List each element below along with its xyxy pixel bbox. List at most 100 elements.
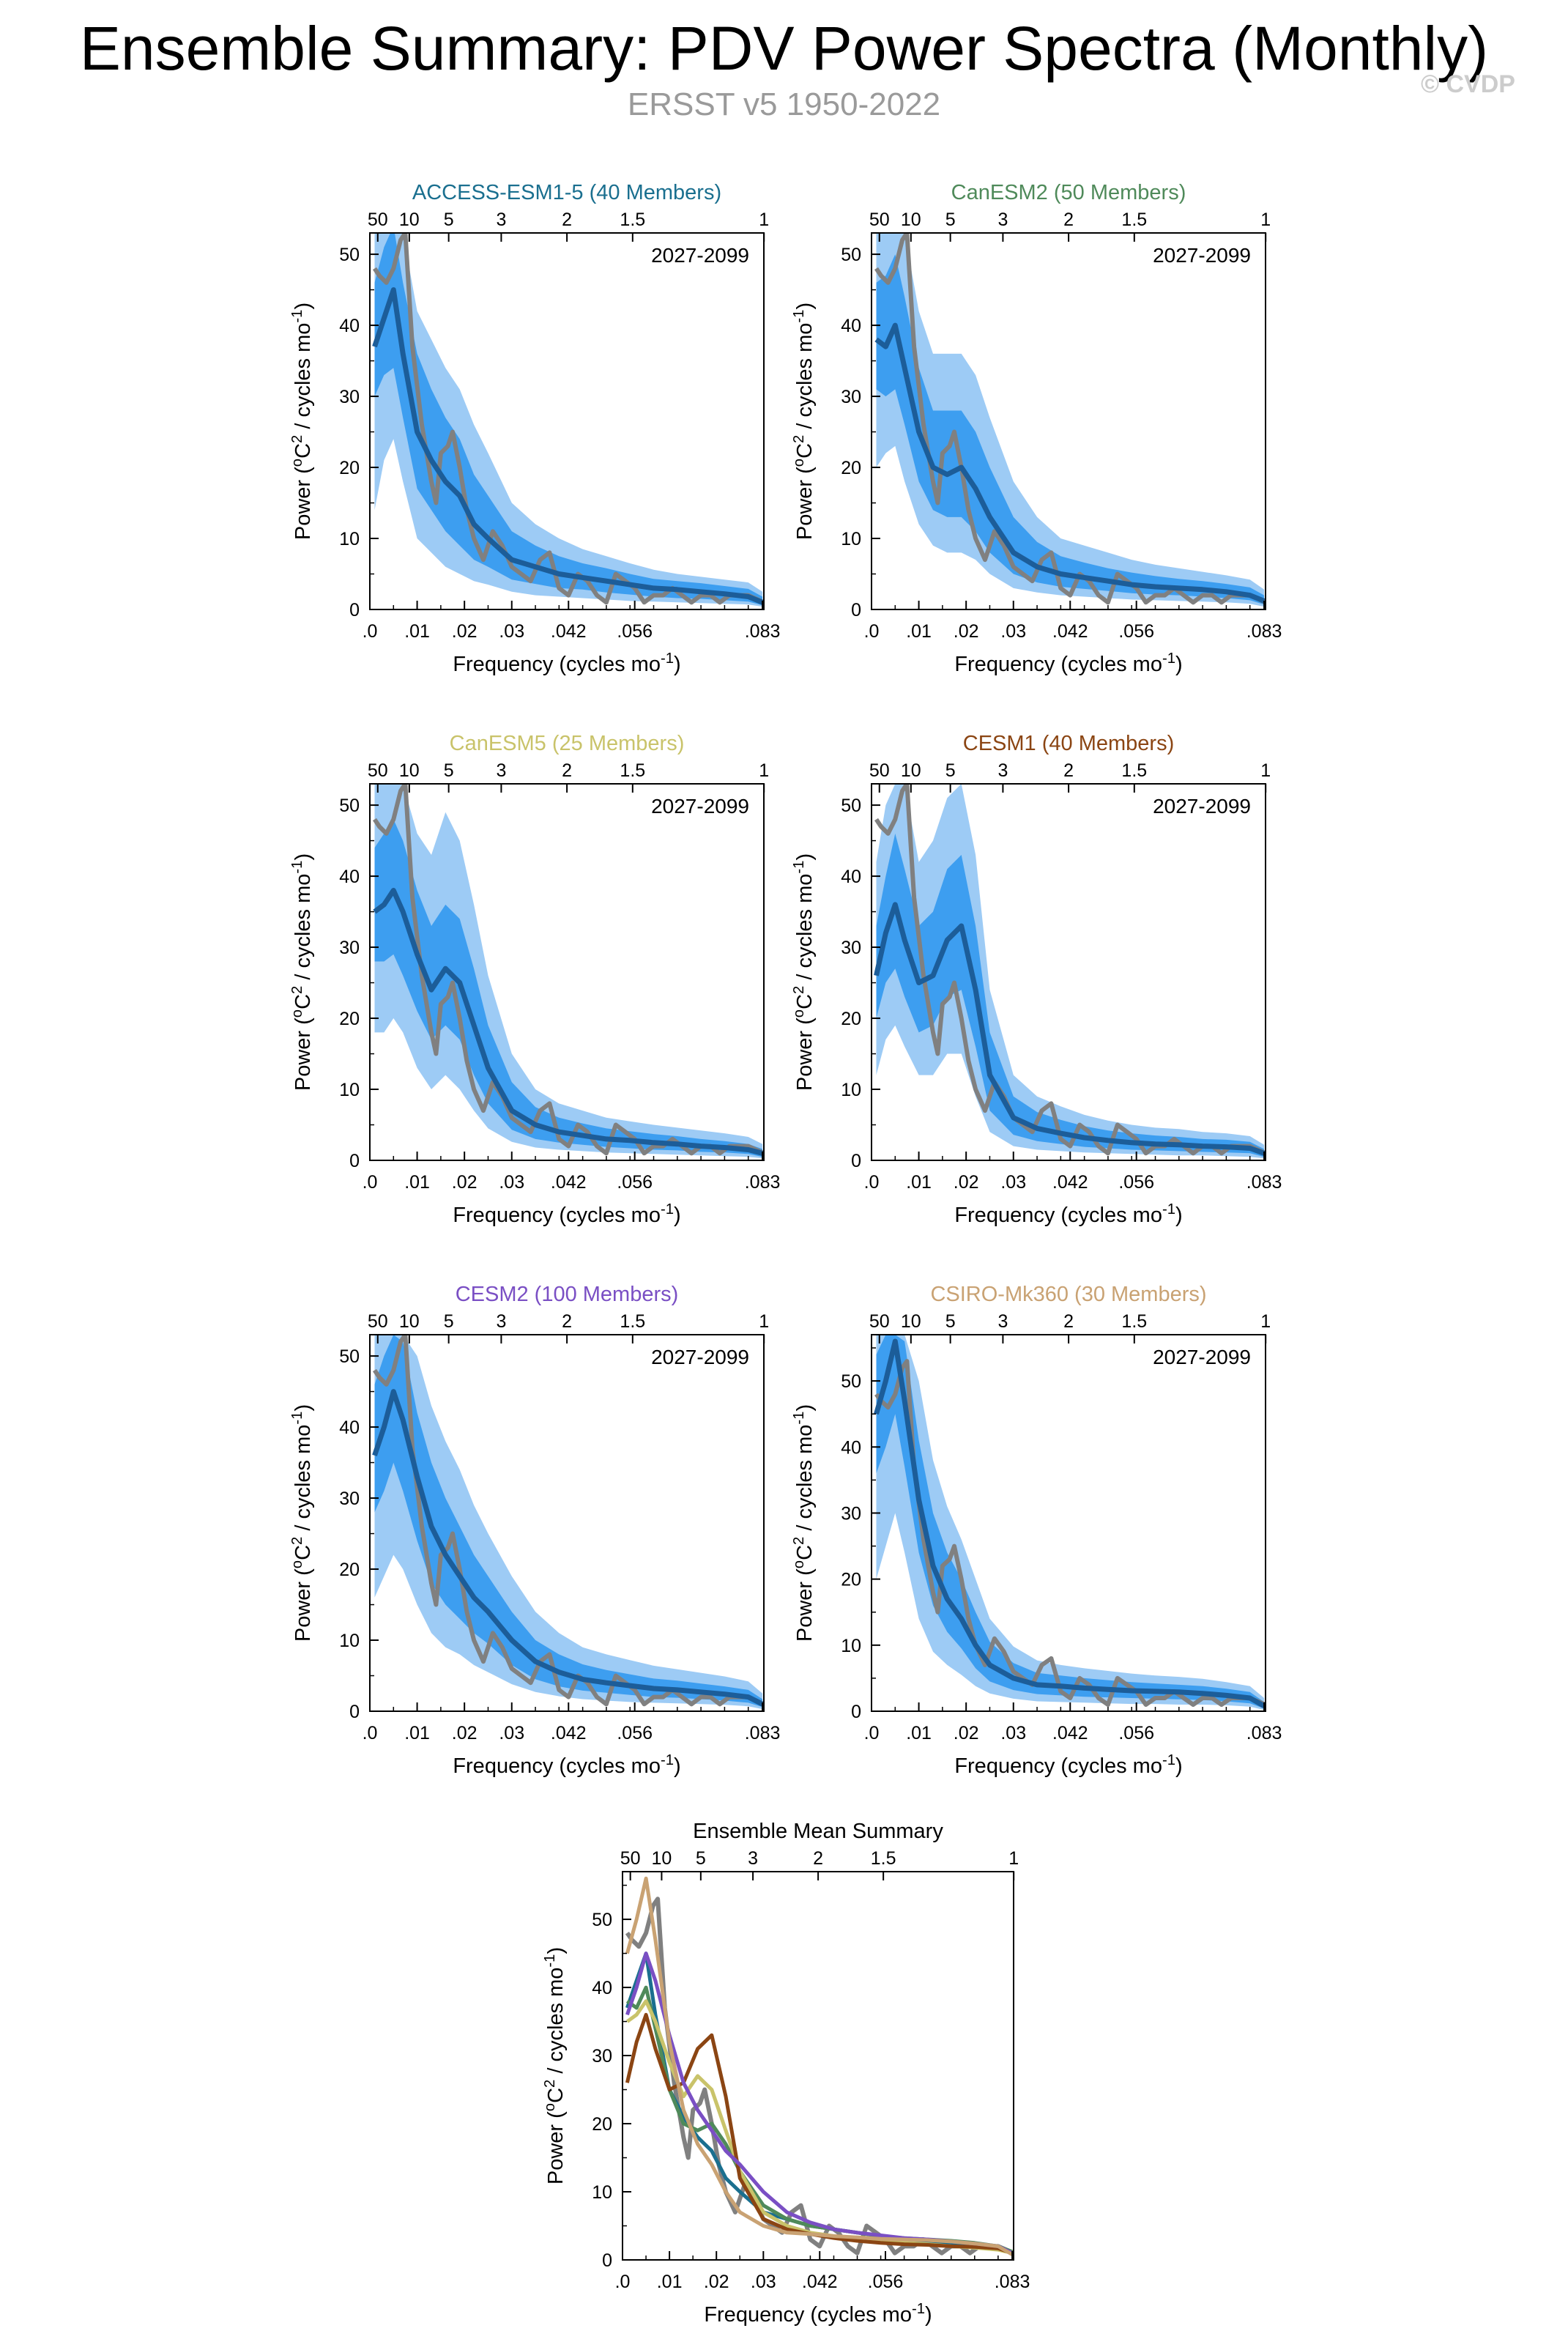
chart-title: Ensemble Mean Summary <box>693 1820 943 1843</box>
inner-spread-band <box>374 233 763 606</box>
x-tick-label: .0 <box>363 1172 378 1193</box>
x-tick-label: .01 <box>404 1723 430 1743</box>
y-tick-label: 0 <box>602 2250 612 2271</box>
top-tick-label: 3 <box>496 210 506 230</box>
x-tick-label: .0 <box>864 621 880 642</box>
top-tick-label: 2 <box>1063 1311 1074 1332</box>
x-axis-label: Frequency (cycles mo-1) <box>453 1752 680 1778</box>
series-line-csiro-mk360 <box>625 1876 1014 2256</box>
top-tick-label: 3 <box>997 1311 1008 1332</box>
chart-title: CESM1 (40 Members) <box>963 732 1174 755</box>
top-tick-label: 5 <box>945 210 956 230</box>
x-tick-label: .02 <box>452 1172 478 1193</box>
period-label: 2027-2099 <box>651 795 749 818</box>
y-tick-label: 40 <box>339 1417 360 1438</box>
top-tick-label: 1.5 <box>620 210 645 230</box>
chart-title: CanESM5 (25 Members) <box>450 732 685 755</box>
x-tick-label: .083 <box>1246 1172 1282 1193</box>
y-tick-label: 20 <box>841 458 861 478</box>
top-tick-label: 10 <box>399 210 420 230</box>
x-tick-label: .083 <box>995 2272 1030 2292</box>
top-tick-label: 1 <box>759 1311 769 1332</box>
y-tick-label: 40 <box>841 867 861 887</box>
watermark: © CVDP <box>1421 70 1515 98</box>
top-tick-label: 50 <box>368 760 388 781</box>
plot-area <box>874 784 1266 1159</box>
x-tick-label: .02 <box>954 1723 979 1743</box>
x-tick-label: .056 <box>868 2272 904 2292</box>
x-tick-label: .083 <box>1246 621 1282 642</box>
series-line-access-esm1-5 <box>625 1951 1013 2256</box>
observations-line <box>372 1335 764 1707</box>
ensemble-mean-line <box>372 1389 764 1707</box>
x-tick-label: .083 <box>745 1172 781 1193</box>
y-axis-label: Power (oC2 / cycles mo-1) <box>791 303 817 540</box>
x-tick-label: .042 <box>1052 1723 1088 1743</box>
period-label: 2027-2099 <box>1153 795 1251 818</box>
y-axis-label: Power (oC2 / cycles mo-1) <box>542 1947 568 2184</box>
y-tick-label: 30 <box>592 2046 612 2067</box>
plot-frame <box>622 1871 1014 2261</box>
top-tick-label: 1.5 <box>620 760 645 781</box>
x-tick-label: .03 <box>499 621 524 642</box>
top-tick-label: 10 <box>399 1311 420 1332</box>
y-tick-label: 10 <box>841 1080 861 1100</box>
plot-area <box>874 233 1266 607</box>
y-tick-label: 10 <box>592 2182 612 2203</box>
top-tick-label: 10 <box>399 760 420 781</box>
top-tick-label: 5 <box>444 210 454 230</box>
top-tick-label: 1.5 <box>620 1311 645 1332</box>
x-tick-label: .056 <box>617 1723 653 1743</box>
y-tick-label: 30 <box>339 1489 360 1509</box>
x-axis-label: Frequency (cycles mo-1) <box>453 650 680 676</box>
top-tick-label: 3 <box>496 1311 506 1332</box>
top-tick-label: 1 <box>1260 210 1271 230</box>
y-tick-label: 20 <box>841 1009 861 1029</box>
inner-spread-band <box>876 1335 1265 1709</box>
top-tick-label: 3 <box>997 210 1008 230</box>
plot-area <box>625 1876 1014 2256</box>
series-line-canesm5 <box>625 1999 1013 2256</box>
outer-spread-band <box>876 784 1265 1159</box>
plot-area <box>372 233 764 607</box>
y-tick-label: 50 <box>841 1371 861 1392</box>
y-tick-label: 50 <box>841 796 861 816</box>
x-tick-label: .042 <box>551 621 587 642</box>
y-tick-label: 10 <box>339 1080 360 1100</box>
period-label: 2027-2099 <box>1153 1346 1251 1368</box>
top-tick-label: 3 <box>997 760 1008 781</box>
inner-spread-band <box>876 254 1265 605</box>
y-tick-label: 20 <box>339 1560 360 1580</box>
y-tick-label: 40 <box>339 867 360 887</box>
y-tick-label: 40 <box>841 1437 861 1458</box>
x-tick-label: .083 <box>745 1723 781 1743</box>
chart-title: CESM2 (100 Members) <box>456 1283 679 1306</box>
x-axis-label: Frequency (cycles mo-1) <box>954 1201 1182 1227</box>
top-tick-label: 2 <box>562 1311 572 1332</box>
chart-title: CSIRO-Mk360 (30 Members) <box>930 1283 1206 1306</box>
x-tick-label: .01 <box>906 621 932 642</box>
y-axis-label: Power (oC2 / cycles mo-1) <box>791 853 817 1091</box>
x-tick-label: .03 <box>1000 1723 1026 1743</box>
series-line-cesm2 <box>625 1951 1014 2255</box>
y-tick-label: 0 <box>349 1702 360 1722</box>
x-tick-label: .056 <box>1118 1172 1154 1193</box>
top-tick-label: 1 <box>1260 760 1271 781</box>
y-tick-label: 10 <box>841 1636 861 1656</box>
y-tick-label: 50 <box>339 245 360 265</box>
top-tick-label: 50 <box>869 760 890 781</box>
series-line-cesm1 <box>625 2012 1013 2256</box>
top-tick-label: 10 <box>901 1311 921 1332</box>
x-tick-label: .02 <box>452 621 478 642</box>
y-tick-label: 40 <box>841 316 861 336</box>
y-tick-label: 0 <box>851 1702 861 1722</box>
inner-spread-band <box>876 833 1265 1157</box>
page-title: Ensemble Summary: PDV Power Spectra (Mon… <box>79 14 1489 83</box>
x-tick-label: .01 <box>906 1723 932 1743</box>
x-axis-label: Frequency (cycles mo-1) <box>954 1752 1182 1778</box>
x-tick-label: .02 <box>954 1172 979 1193</box>
top-tick-label: 50 <box>620 1848 641 1869</box>
